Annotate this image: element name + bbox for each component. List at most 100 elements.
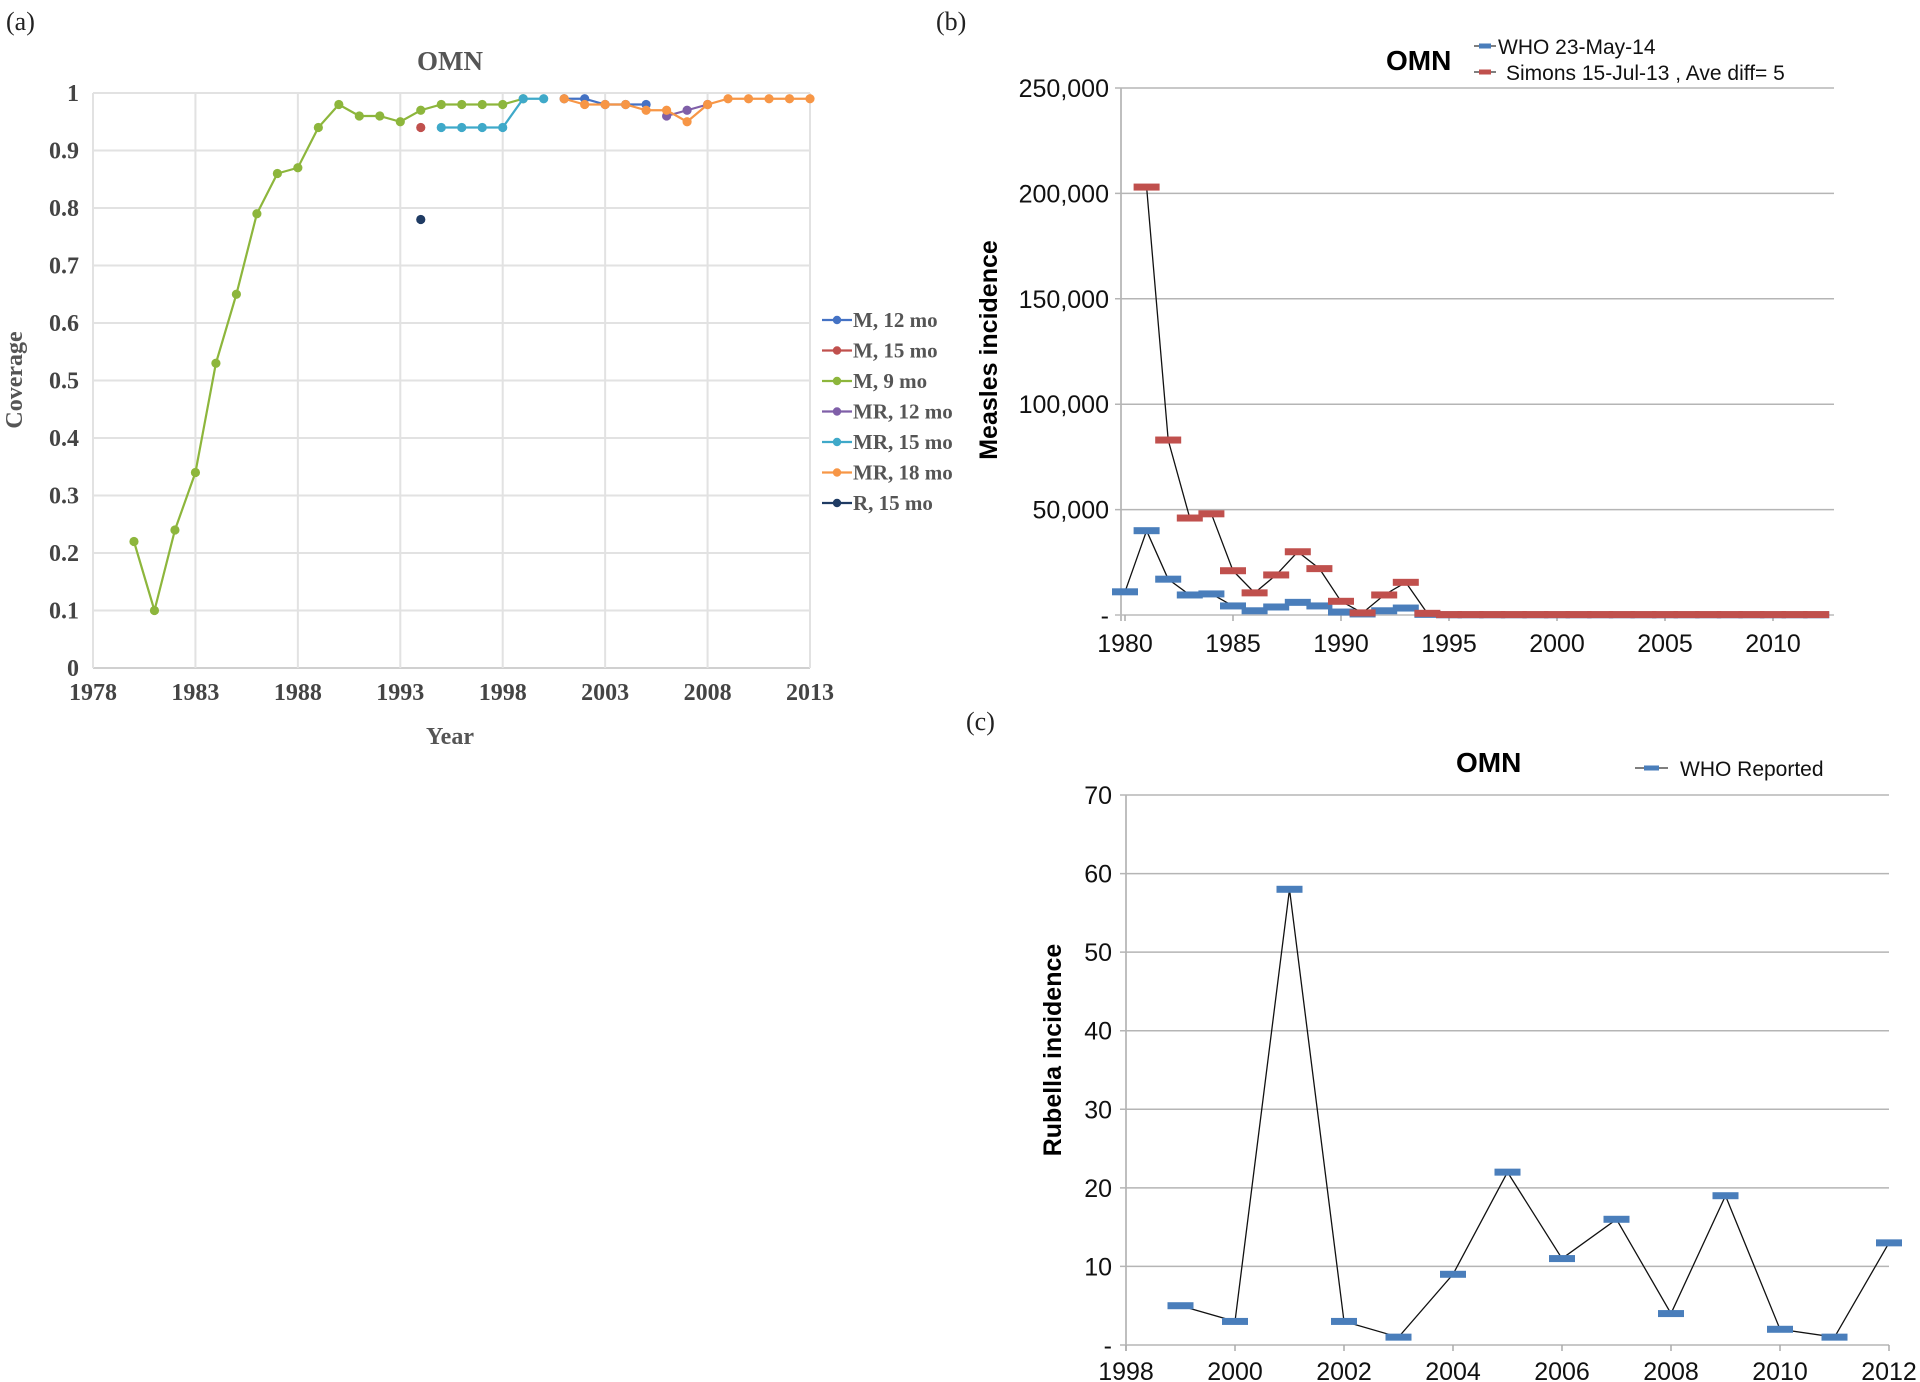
- dash-marker: [1385, 1333, 1412, 1341]
- dash-marker: [1695, 611, 1722, 619]
- dash-marker: [1767, 1325, 1793, 1333]
- y-tick-label: 1: [67, 81, 79, 107]
- data-point: [149, 605, 160, 616]
- y-tick-label: -: [1101, 602, 1109, 630]
- dash-marker: [1500, 611, 1527, 619]
- dash-marker: [1371, 607, 1398, 615]
- y-tick-label: 60: [1084, 861, 1112, 889]
- legend-marker-icon: [1479, 69, 1491, 75]
- dash-marker: [1608, 611, 1635, 619]
- y-tick-label: 0.5: [49, 369, 79, 395]
- panel-b-measles-chart: (b) OMN Measles incidence - 50,000 100,000…: [936, 7, 1834, 658]
- dash-marker: [1738, 611, 1765, 619]
- data-point: [702, 99, 713, 110]
- dash-marker: [1440, 1270, 1466, 1278]
- legend-item: WHO Reported: [1635, 758, 1824, 781]
- panel-a-coverage-chart: (a) OMN Coverage Year 0 0.1 0.2 0.3 0.4 0.5 0.…: [2, 7, 953, 750]
- legend-item: MR, 15 mo: [822, 430, 953, 454]
- chart-b-title: OMN: [1386, 45, 1451, 76]
- data-point: [416, 105, 426, 115]
- legend-label: M, 15 mo: [853, 339, 938, 363]
- chart-a-y-axis-label: Coverage: [2, 331, 28, 429]
- x-tick-label: 1998: [479, 680, 527, 706]
- data-point: [805, 94, 815, 104]
- data-point: [518, 94, 528, 104]
- legend-label: WHO 23-May-14: [1498, 36, 1656, 59]
- x-tick-label: 2012: [1861, 1358, 1917, 1382]
- dash-marker: [1133, 183, 1160, 191]
- legend-item: MR, 18 mo: [822, 461, 953, 485]
- dash-marker: [1522, 611, 1549, 619]
- y-tick-label: 10: [1084, 1253, 1112, 1281]
- legend-label: MR, 15 mo: [853, 430, 953, 454]
- data-point: [764, 94, 774, 104]
- x-tick-label: 2000: [1207, 1358, 1263, 1382]
- legend-label: M, 9 mo: [853, 369, 927, 393]
- legend-marker-icon: [832, 315, 842, 325]
- x-tick-label: 1980: [1097, 630, 1153, 658]
- data-point: [170, 525, 180, 535]
- chart-b-y-ticks: - 50,000 100,000 150,000 200,000 250,000: [1019, 75, 1109, 630]
- series-mr-18-mo: [559, 94, 815, 127]
- series-who: [1112, 527, 1830, 619]
- chart-c-series: [1167, 885, 1902, 1341]
- dash-marker: [1112, 588, 1138, 596]
- dash-marker: [1457, 611, 1484, 619]
- chart-a-title: OMN: [417, 46, 483, 76]
- legend-item: Simons 15-Jul-13 , Ave diff= 5: [1474, 62, 1785, 85]
- dash-marker: [1760, 611, 1786, 619]
- chart-c-y-axis-label: Rubella incidence: [1039, 944, 1067, 1157]
- chart-a-legend: M, 12 mo M, 15 mo M, 9 mo MR, 12 mo MR, 15 m…: [822, 308, 953, 515]
- x-tick-label: 1985: [1205, 630, 1261, 658]
- data-point: [662, 105, 672, 115]
- data-point: [129, 536, 139, 547]
- x-tick-label: 2008: [684, 680, 732, 706]
- y-tick-label: 150,000: [1019, 286, 1109, 314]
- dash-marker: [1328, 597, 1354, 605]
- x-tick-label: 2005: [1637, 630, 1693, 658]
- chart-b-y-axis-label: Measles incidence: [975, 240, 1003, 460]
- dash-marker: [1284, 598, 1311, 606]
- panel-label-c: (c): [966, 707, 995, 736]
- series-m-15-mo: [416, 122, 426, 133]
- x-tick-label: 2004: [1425, 1358, 1481, 1382]
- data-point: [723, 94, 733, 104]
- dash-marker: [1155, 575, 1182, 583]
- dash-marker: [1284, 548, 1311, 556]
- dash-marker: [1781, 611, 1808, 619]
- panel-label-b: (b): [936, 7, 966, 36]
- dash-marker: [1565, 611, 1592, 619]
- dash-marker: [1220, 602, 1246, 610]
- data-point: [436, 122, 446, 133]
- y-tick-label: -: [1104, 1332, 1112, 1360]
- chart-a-x-ticks: 1978 1983 1988 1993 1998 2003 2008 2013: [69, 680, 834, 706]
- panel-c-rubella-chart: (c) OMN Rubella incidence - 10 20 30 40 50 60 7…: [966, 707, 1917, 1382]
- dash-marker: [1479, 611, 1506, 619]
- data-point: [682, 117, 692, 127]
- data-point: [334, 99, 344, 110]
- legend-label: MR, 18 mo: [853, 461, 953, 485]
- x-tick-label: 1998: [1098, 1358, 1154, 1382]
- data-point: [416, 122, 426, 133]
- data-point: [784, 94, 795, 104]
- x-tick-label: 2003: [581, 680, 629, 706]
- dash-marker: [1803, 611, 1830, 619]
- data-point: [211, 358, 221, 368]
- series-mr-15-mo: [436, 94, 549, 133]
- y-tick-label: 50,000: [1033, 497, 1109, 525]
- series-r-15-mo: [416, 214, 426, 225]
- legend-marker-icon: [832, 498, 842, 508]
- x-tick-label: 1983: [171, 680, 219, 706]
- y-tick-label: 0.8: [49, 196, 79, 222]
- data-point: [682, 105, 692, 115]
- data-point: [293, 163, 303, 173]
- data-point: [498, 99, 508, 110]
- data-point: [477, 122, 487, 133]
- dash-marker: [1276, 885, 1303, 893]
- dash-marker: [1392, 604, 1419, 612]
- dash-marker: [1587, 611, 1614, 619]
- legend-item: M, 15 mo: [822, 339, 938, 363]
- chart-a-x-axis-label: Year: [426, 724, 474, 750]
- dash-marker: [1658, 1310, 1684, 1318]
